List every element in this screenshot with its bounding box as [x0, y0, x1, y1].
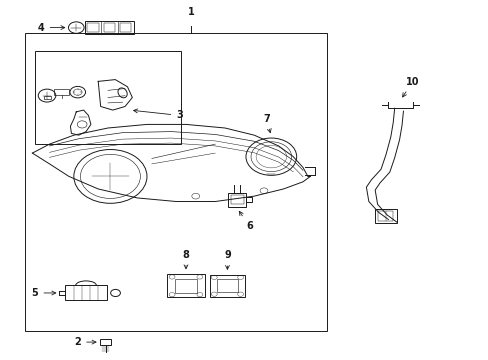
Bar — [167, 274, 204, 297]
Bar — [227, 193, 246, 207]
Bar — [175, 279, 197, 293]
Bar — [35, 51, 181, 144]
Bar — [374, 209, 396, 223]
Bar — [43, 96, 50, 99]
Bar — [85, 21, 134, 34]
Bar — [54, 89, 69, 95]
Bar — [378, 211, 393, 221]
Text: 3: 3 — [133, 109, 183, 121]
Text: 6: 6 — [239, 211, 252, 231]
Text: 2: 2 — [74, 337, 96, 347]
Bar — [246, 197, 251, 202]
Bar — [87, 23, 99, 32]
Bar — [100, 338, 111, 345]
Bar — [209, 275, 244, 297]
Text: 4: 4 — [38, 23, 64, 33]
Bar — [217, 279, 238, 292]
Bar — [25, 33, 327, 330]
Text: 7: 7 — [263, 114, 271, 133]
Bar — [65, 285, 106, 301]
Text: 10: 10 — [402, 77, 419, 97]
Bar — [120, 23, 131, 32]
Text: 9: 9 — [224, 251, 230, 269]
Text: 1: 1 — [187, 7, 194, 17]
Bar — [230, 195, 243, 204]
Text: 5: 5 — [32, 288, 56, 298]
Text: 8: 8 — [182, 250, 189, 269]
Bar — [103, 23, 115, 32]
